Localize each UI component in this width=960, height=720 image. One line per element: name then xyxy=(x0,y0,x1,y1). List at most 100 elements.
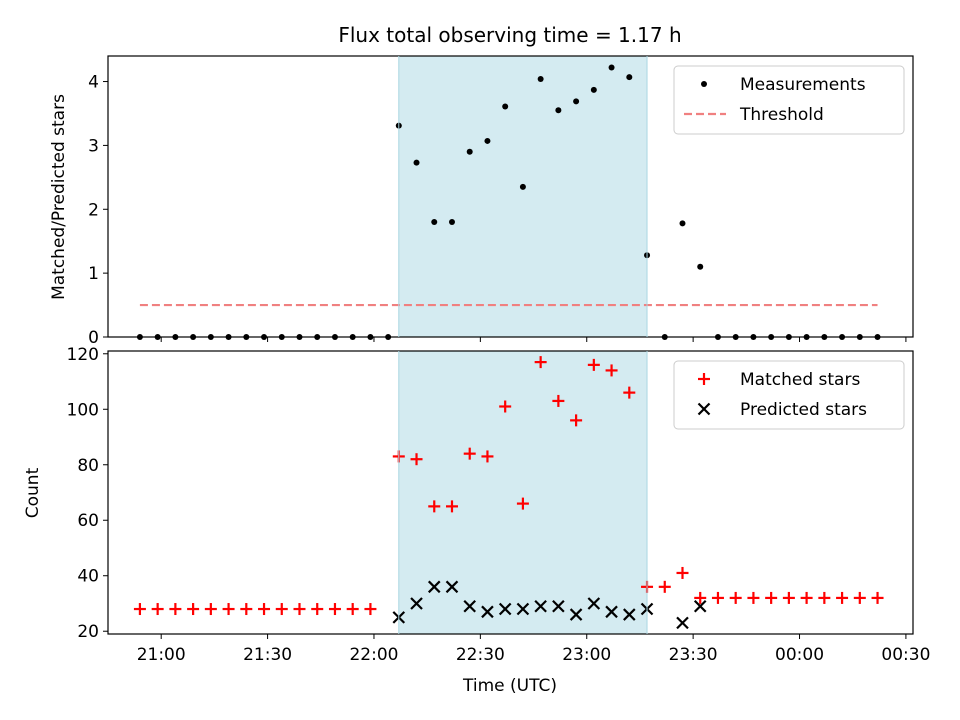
matched-stars-marker xyxy=(605,364,618,377)
matched-stars-marker xyxy=(169,603,182,616)
matched-stars-marker xyxy=(729,591,742,604)
matched-stars-marker xyxy=(570,414,583,427)
legend-box xyxy=(673,65,905,135)
matched-stars-marker xyxy=(187,603,200,616)
matched-stars-marker xyxy=(853,591,866,604)
measurement-point xyxy=(608,64,615,71)
matched-stars-marker xyxy=(428,500,441,513)
matched-stars-marker xyxy=(410,453,423,466)
shaded-interval-bottom xyxy=(398,351,648,634)
matched-stars-marker xyxy=(499,400,512,413)
x-tick-label: 23:30 xyxy=(669,645,718,665)
legend-top: Measurements Threshold xyxy=(673,65,905,135)
matched-stars-marker xyxy=(481,450,494,463)
matched-stars-marker xyxy=(463,447,476,460)
predicted-stars-marker xyxy=(693,599,707,613)
y-tick-label: 80 xyxy=(77,456,99,476)
predicted-stars-marker xyxy=(623,608,636,621)
predicted-stars-marker xyxy=(552,599,565,613)
measurement-point xyxy=(626,74,633,81)
measurement-point xyxy=(697,263,704,270)
predicted-stars-marker xyxy=(445,580,459,594)
predicted-stars-marker xyxy=(427,580,441,594)
bottom-panel: 20 40 60 80 100 120 21:00 21:30 22:00 22:30 23:00 2… xyxy=(23,345,930,665)
measurement-point xyxy=(484,137,491,144)
x-tick-label: 00:30 xyxy=(881,645,930,665)
y-axis-label-top: Matched/Predicted stars xyxy=(49,94,69,300)
axes-frame-top xyxy=(107,55,914,338)
legend-predicted-swatch xyxy=(697,402,711,416)
legend-label: Matched stars xyxy=(740,370,860,390)
x-tick-label: 00:00 xyxy=(775,645,824,665)
matched-stars-marker xyxy=(445,500,458,513)
x-tick-label: 21:30 xyxy=(243,645,292,665)
matched-stars-marker xyxy=(623,386,636,399)
legend-label: Measurements xyxy=(740,75,866,95)
matched-stars-marker xyxy=(258,603,271,616)
matched-stars-marker xyxy=(711,591,724,604)
measurement-point xyxy=(448,219,455,226)
y-tick-label: 3 xyxy=(88,136,99,156)
matched-stars-marker xyxy=(765,591,778,604)
matched-stars-marker xyxy=(658,580,671,593)
top-panel: 0 1 2 3 4 Matched/Predicted stars Measuremen… xyxy=(49,55,914,348)
matched-stars-marker xyxy=(275,603,288,616)
predicted-stars-marker xyxy=(587,597,601,610)
matched-stars-marker xyxy=(240,603,253,616)
matched-stars-marker xyxy=(836,591,849,604)
measurement-point xyxy=(555,107,562,114)
y-tick-label: 60 xyxy=(77,511,99,531)
legend-bottom: Matched stars Predicted stars xyxy=(673,360,905,430)
legend-box xyxy=(673,360,905,430)
matched-stars-marker xyxy=(311,603,324,616)
matched-stars-marker xyxy=(800,591,813,604)
x-tick-label: 22:00 xyxy=(349,645,398,665)
y-tick-label: 120 xyxy=(67,345,99,365)
matched-stars-marker xyxy=(204,603,217,616)
measurement-point xyxy=(590,86,597,93)
matched-stars-marker xyxy=(364,603,377,616)
matched-stars-marker xyxy=(818,591,831,604)
y-tick-label: 0 xyxy=(88,328,99,348)
predicted-stars-marker xyxy=(481,605,494,619)
y-tick-label: 100 xyxy=(67,400,99,420)
matched-stars-marker xyxy=(552,394,565,407)
y-tick-label: 20 xyxy=(77,622,99,642)
matched-stars-marker xyxy=(534,356,547,369)
matched-stars-marker xyxy=(293,603,306,616)
measurement-point xyxy=(537,75,544,82)
chart-title: Flux total observing time = 1.17 h xyxy=(338,23,681,47)
y-tick-label: 4 xyxy=(88,73,99,93)
y-tick-label: 2 xyxy=(88,200,99,220)
measurement-point xyxy=(519,183,526,190)
shaded-interval-top xyxy=(398,56,648,337)
measurement-point xyxy=(466,148,473,155)
predicted-stars-marker xyxy=(676,616,689,630)
matched-stars-marker xyxy=(676,566,689,579)
x-axis-label: Time (UTC) xyxy=(462,676,557,696)
matched-stars-marker xyxy=(782,591,795,604)
measurement-point xyxy=(573,98,580,105)
x-tick-label: 22:30 xyxy=(456,645,505,665)
measurement-point xyxy=(413,159,420,166)
predicted-stars-marker xyxy=(410,597,423,610)
predicted-stars-marker xyxy=(569,608,583,621)
legend-label: Predicted stars xyxy=(740,400,867,420)
y-tick-label: 1 xyxy=(88,264,99,284)
matched-stars-marker xyxy=(133,603,146,616)
matched-stars-marker xyxy=(871,591,884,604)
measurement-point xyxy=(431,219,438,226)
predicted-stars-marker xyxy=(605,605,618,619)
axes-frame-bottom xyxy=(107,350,914,635)
x-tick-label: 23:00 xyxy=(562,645,611,665)
matched-stars-marker xyxy=(328,603,341,616)
predicted-stars-marker xyxy=(516,602,530,616)
measurement-point xyxy=(679,220,686,227)
y-axis-label-bottom: Count xyxy=(23,467,43,518)
matched-stars-marker xyxy=(516,497,529,510)
matched-stars-marker xyxy=(747,591,760,604)
predicted-stars-marker xyxy=(463,599,476,613)
y-tick-label: 40 xyxy=(77,567,99,587)
legend-measurement-swatch xyxy=(701,81,707,87)
